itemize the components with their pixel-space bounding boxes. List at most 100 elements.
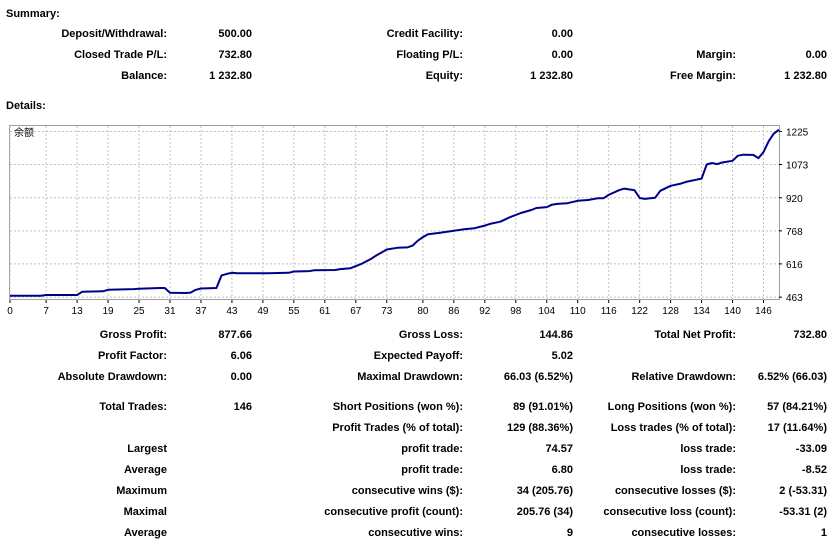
absolute-drawdown-label: Absolute Drawdown: (57, 371, 167, 383)
x-tick-label: 37 (195, 306, 207, 317)
closed-pl-value: 732.80 (218, 49, 252, 61)
deposit-label: Deposit/Withdrawal: (61, 28, 167, 40)
relative-drawdown-label: Relative Drawdown: (631, 371, 736, 383)
maximal-drawdown-label: Maximal Drawdown: (357, 371, 463, 383)
maximal-consecutive-profit-value: 205.76 (34) (516, 506, 573, 518)
short-positions-label: Short Positions (won %): (332, 401, 463, 413)
balance-chart: 余额 0 7 13 19 25 31 37 43 49 55 61 67 73 80 86 92 98 104 110… (7, 126, 809, 317)
largest-label: Largest (127, 443, 167, 455)
x-tick-label: 31 (164, 306, 176, 317)
x-tick-label: 0 (7, 306, 13, 317)
x-tick-label: 98 (510, 306, 522, 317)
maximal-consecutive-loss-value: -53.31 (2) (779, 506, 827, 518)
x-tick-label: 19 (102, 306, 114, 317)
x-tick-label: 73 (381, 306, 393, 317)
largest-profit-label: profit trade: (401, 443, 463, 455)
x-tick-label: 140 (724, 306, 741, 317)
short-positions-value: 89 (91.01%) (513, 401, 573, 413)
balance-label: Balance: (121, 70, 167, 82)
avg-consecutive-wins-value: 9 (566, 527, 573, 539)
x-tick-label: 116 (601, 306, 617, 317)
chart-title: 余额 (14, 126, 34, 139)
maximum-label: Maximum (116, 485, 167, 497)
balance-value: 1 232.80 (209, 70, 252, 82)
absolute-drawdown-value: 0.00 (230, 371, 252, 383)
profit-trades-label: Profit Trades (% of total): (332, 422, 463, 434)
total-net-value: 732.80 (793, 329, 827, 341)
x-tick-label: 80 (417, 306, 429, 317)
y-tick-label: 1073 (786, 160, 809, 171)
balance-series-line (10, 128, 780, 297)
max-consecutive-wins-value: 34 (205.76) (516, 485, 573, 497)
floating-pl-value: 0.00 (551, 49, 573, 61)
largest-loss-label: loss trade: (680, 443, 736, 455)
total-net-label: Total Net Profit: (654, 329, 736, 341)
x-tick-label: 25 (133, 306, 145, 317)
average-loss-value: -8.52 (801, 464, 827, 476)
maximal-drawdown-value: 66.03 (6.52%) (503, 371, 573, 383)
average-profit-label: profit trade: (401, 464, 463, 476)
average-loss-label: loss trade: (680, 464, 736, 476)
y-tick-label: 1225 (786, 127, 809, 138)
x-tick-label: 49 (257, 306, 269, 317)
x-tick-label: 128 (662, 306, 679, 317)
equity-value: 1 232.80 (530, 70, 573, 82)
summary-heading: Summary: (6, 8, 60, 20)
credit-label: Credit Facility: (386, 28, 463, 40)
y-tick-label: 463 (786, 293, 803, 304)
x-tick-label: 86 (448, 306, 460, 317)
x-tick-label: 61 (319, 306, 331, 317)
gross-profit-value: 877.66 (218, 329, 252, 341)
x-tick-label: 67 (350, 306, 362, 317)
average-consecutive-label: Average (123, 527, 167, 539)
avg-consecutive-losses-value: 1 (820, 527, 827, 539)
x-tick-label: 110 (570, 306, 586, 317)
average-profit-value: 6.80 (551, 464, 573, 476)
expected-payoff-label: Expected Payoff: (373, 350, 463, 362)
floating-pl-label: Floating P/L: (396, 49, 463, 61)
loss-trades-label: Loss trades (% of total): (610, 422, 736, 434)
x-tick-label: 104 (538, 306, 555, 317)
max-consecutive-losses-value: 2 (-53.31) (779, 485, 827, 497)
x-tick-label: 43 (226, 306, 238, 317)
margin-label: Margin: (696, 49, 736, 61)
gross-profit-label: Gross Profit: (99, 329, 167, 341)
deposit-value: 500.00 (218, 28, 252, 40)
free-margin-value: 1 232.80 (784, 70, 827, 82)
expected-payoff-value: 5.02 (551, 350, 573, 362)
y-tick-label: 920 (786, 194, 803, 205)
average-label: Average (123, 464, 167, 476)
avg-consecutive-wins-label: consecutive wins: (368, 527, 463, 539)
total-trades-value: 146 (233, 401, 252, 413)
equity-label: Equity: (425, 70, 463, 82)
details-heading: Details: (6, 100, 46, 112)
largest-loss-value: -33.09 (795, 443, 827, 455)
maximal-consecutive-loss-label: consecutive loss (count): (603, 506, 736, 518)
profit-trades-value: 129 (88.36%) (506, 422, 573, 434)
max-consecutive-losses-label: consecutive losses ($): (614, 485, 736, 497)
maximal-label: Maximal (123, 506, 167, 518)
x-tick-label: 55 (288, 306, 300, 317)
max-consecutive-wins-label: consecutive wins ($): (351, 485, 463, 497)
profit-factor-label: Profit Factor: (97, 350, 167, 362)
free-margin-label: Free Margin: (669, 70, 736, 82)
margin-value: 0.00 (805, 49, 827, 61)
loss-trades-value: 17 (11.64%) (767, 422, 827, 434)
x-tick-label: 122 (631, 306, 648, 317)
x-tick-label: 92 (479, 306, 491, 317)
y-tick-label: 616 (786, 260, 803, 271)
maximal-consecutive-profit-label: consecutive profit (count): (324, 506, 463, 518)
chart-frame (9, 125, 780, 300)
x-tick-label: 134 (693, 306, 710, 317)
profit-factor-value: 6.06 (230, 350, 252, 362)
gross-loss-value: 144.86 (539, 329, 573, 341)
x-tick-label: 7 (43, 306, 49, 317)
credit-value: 0.00 (551, 28, 573, 40)
long-positions-label: Long Positions (won %): (607, 401, 736, 413)
long-positions-value: 57 (84.21%) (767, 401, 827, 413)
x-tick-label: 146 (755, 306, 772, 317)
x-tick-label: 13 (72, 306, 84, 317)
avg-consecutive-losses-label: consecutive losses: (631, 527, 736, 539)
y-tick-label: 768 (786, 227, 803, 238)
largest-profit-value: 74.57 (545, 443, 573, 455)
